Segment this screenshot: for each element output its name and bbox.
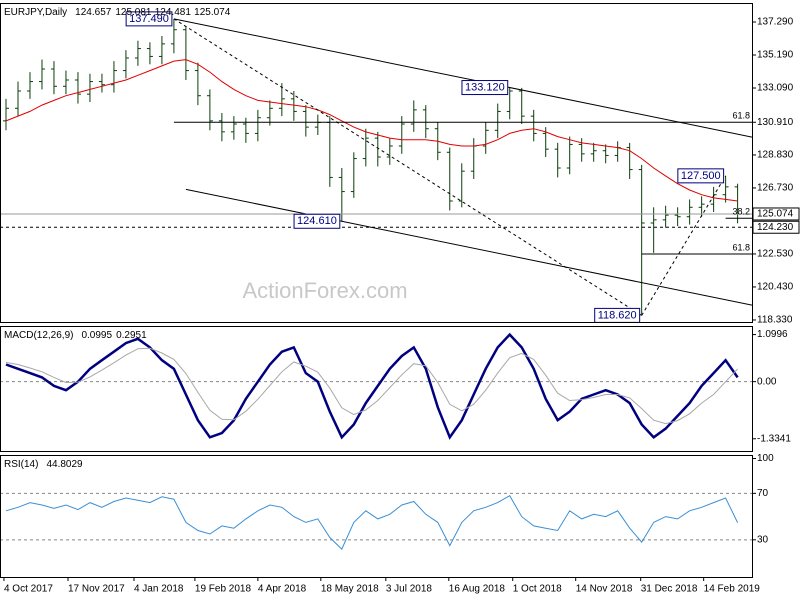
- x-tick-label: 18 May 2018: [321, 584, 379, 595]
- x-tick-label: 16 Aug 2018: [449, 584, 506, 595]
- y-tick-label: 118.330: [757, 315, 793, 326]
- fib-label: 38.2: [732, 207, 750, 217]
- y-tick-label: 100: [757, 453, 774, 464]
- panel-header: EURJPY,Daily 124.657 125.081 124.481 125.074: [4, 7, 231, 18]
- x-tick-label: 19 Feb 2018: [195, 584, 252, 595]
- x-tick-label: 1 Oct 2018: [513, 584, 562, 595]
- channel-line: [173, 18, 752, 138]
- level-label: 118.620: [598, 309, 637, 321]
- level-label: 124.610: [297, 215, 337, 227]
- y-tick-label: 120.430: [757, 282, 794, 293]
- indicator-line: [5, 332, 739, 440]
- trend-line: [641, 175, 727, 316]
- watermark: ActionForex.com: [242, 278, 407, 303]
- header-value: 0.0995: [81, 330, 112, 341]
- price-box-label: 124.230: [757, 222, 794, 233]
- level-label: 127.500: [681, 170, 721, 182]
- price-box-label: 125.074: [757, 209, 794, 220]
- x-tick-label: 17 Nov 2017: [68, 584, 125, 595]
- y-tick-label: -1.3341: [757, 433, 791, 444]
- fib-label: 61.8: [732, 242, 750, 252]
- level-box: [293, 213, 341, 229]
- indicator-line: [5, 347, 738, 425]
- y-tick-label: 130.910: [757, 117, 794, 128]
- y-tick-label: 137.290: [757, 17, 794, 28]
- header-value: 44.8029: [46, 459, 83, 470]
- panel-title: MACD(12,26,9): [4, 330, 73, 341]
- level-label: 133.120: [465, 81, 505, 93]
- panel: [0, 18, 752, 316]
- x-tick-label: 14 Nov 2018: [576, 584, 633, 595]
- panel-header: MACD(12,26,9) 0.0995 0.2951: [4, 330, 147, 341]
- indicator-line: [5, 495, 739, 550]
- moving-average: [5, 59, 738, 202]
- trend-line: [173, 18, 642, 316]
- y-tick-label: 70: [757, 488, 769, 499]
- level-label: 137.490: [129, 13, 169, 25]
- level-box: [677, 168, 725, 184]
- channel-line: [185, 188, 752, 306]
- y-tick-label: 122.530: [757, 249, 794, 260]
- panel: [0, 332, 752, 440]
- panel: [0, 492, 752, 550]
- header-value: 0.2951: [116, 330, 147, 341]
- panel-frame: [0, 326, 753, 452]
- panel-title: RSI(14): [4, 459, 38, 470]
- y-tick-label: 30: [757, 534, 769, 545]
- header-value: 124.657: [75, 7, 112, 18]
- x-tick-label: 31 Dec 2018: [641, 584, 698, 595]
- x-tick-label: 4 Apr 2018: [258, 584, 307, 595]
- fib-label: 61.8: [732, 111, 750, 121]
- y-tick-label: 133.090: [757, 83, 794, 94]
- panel-frame: [0, 455, 753, 578]
- level-box: [461, 80, 509, 96]
- y-tick-label: 0.00: [757, 376, 777, 387]
- x-tick-label: 4 Oct 2017: [4, 584, 53, 595]
- panel-title: EURJPY,Daily: [4, 7, 67, 18]
- panel-frame: [0, 3, 753, 323]
- x-tick-label: 4 Jan 2018: [134, 584, 184, 595]
- y-tick-label: 1.0996: [757, 329, 788, 340]
- y-tick-label: 135.190: [757, 50, 794, 61]
- header-value: 125.081: [115, 7, 152, 18]
- x-tick-label: 3 Jul 2018: [386, 584, 433, 595]
- y-tick-label: 128.830: [757, 150, 794, 161]
- y-tick-label: 126.730: [757, 183, 794, 194]
- header-value: 124.481: [155, 7, 192, 18]
- level-box: [125, 11, 173, 27]
- header-value: 125.074: [194, 7, 231, 18]
- x-tick-label: 14 Feb 2019: [704, 584, 761, 595]
- panel-header: RSI(14) 44.8029: [4, 459, 83, 470]
